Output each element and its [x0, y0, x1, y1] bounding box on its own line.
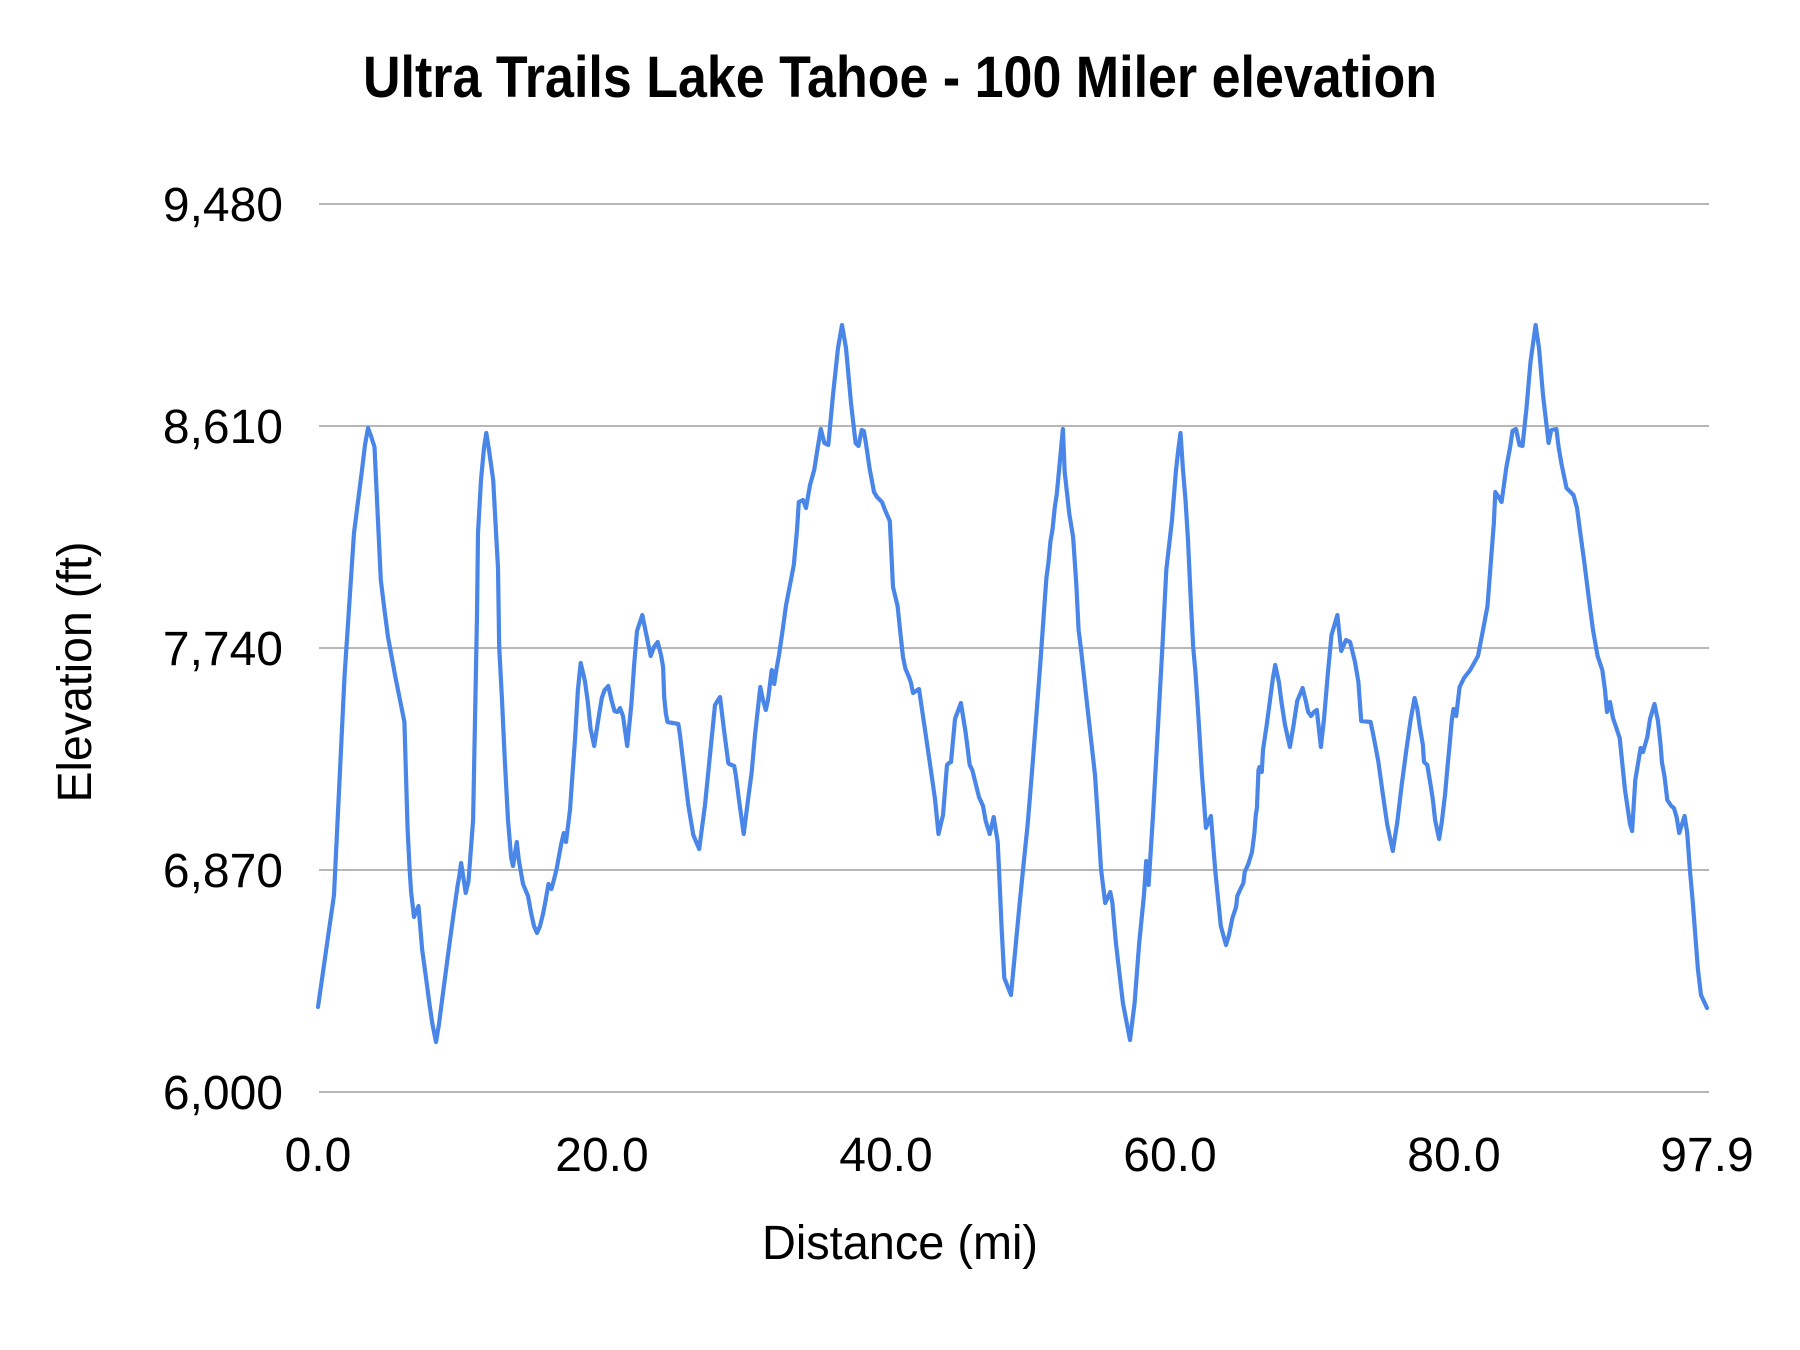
svg-text:40.0: 40.0: [839, 1129, 932, 1182]
svg-text:6,870: 6,870: [163, 845, 283, 898]
svg-text:9,480: 9,480: [163, 179, 283, 232]
svg-text:80.0: 80.0: [1407, 1129, 1500, 1182]
svg-text:20.0: 20.0: [555, 1129, 648, 1182]
svg-text:8,610: 8,610: [163, 401, 283, 454]
svg-text:6,000: 6,000: [163, 1067, 283, 1120]
svg-text:97.9: 97.9: [1660, 1129, 1753, 1182]
svg-text:60.0: 60.0: [1123, 1129, 1216, 1182]
svg-text:7,740: 7,740: [163, 623, 283, 676]
svg-text:Elevation (ft): Elevation (ft): [49, 542, 102, 803]
svg-text:Distance (mi): Distance (mi): [762, 1217, 1038, 1270]
svg-text:Ultra Trails Lake Tahoe - 100: Ultra Trails Lake Tahoe - 100 Miler elev…: [363, 45, 1437, 110]
svg-text:0.0: 0.0: [285, 1129, 352, 1182]
